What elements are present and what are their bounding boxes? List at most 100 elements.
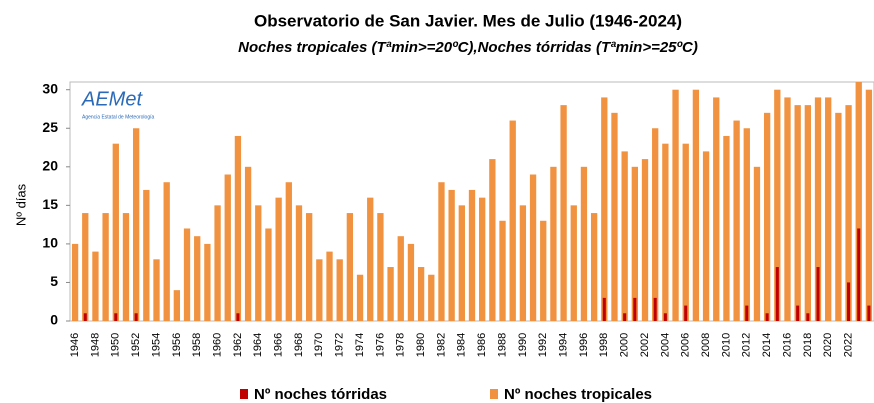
bar <box>183 228 191 321</box>
bar <box>847 282 851 321</box>
y-tick-label: 25 <box>42 119 58 135</box>
bar <box>794 105 801 322</box>
bar <box>702 151 710 321</box>
x-tick-label: 1980 <box>415 333 427 357</box>
bar <box>428 274 435 321</box>
bar <box>684 305 688 321</box>
x-tick-label: 1956 <box>171 333 183 357</box>
bar <box>825 97 832 321</box>
bar <box>775 267 779 321</box>
x-tick-label: 2012 <box>741 333 753 357</box>
bar <box>865 89 873 321</box>
bar <box>784 97 791 321</box>
x-tick-label: 1982 <box>435 333 447 357</box>
bar <box>845 105 852 322</box>
bar <box>143 189 150 321</box>
bar <box>857 228 861 321</box>
bar <box>204 243 211 321</box>
bar <box>692 89 700 321</box>
bar <box>806 313 810 321</box>
y-tick-label: 5 <box>50 273 58 289</box>
logo: AEMet <box>81 88 143 110</box>
bar <box>194 236 201 321</box>
bar <box>590 213 598 321</box>
x-tick-label: 1968 <box>293 333 305 357</box>
bar <box>377 213 384 321</box>
bar <box>765 313 769 321</box>
x-tick-label: 1994 <box>558 333 570 357</box>
bar <box>662 143 669 321</box>
bar <box>438 182 445 321</box>
x-tick-label: 2016 <box>781 333 793 357</box>
bar <box>356 274 364 321</box>
bar <box>114 313 118 321</box>
bar <box>682 143 689 321</box>
bar <box>346 213 354 321</box>
x-tick-label: 2010 <box>720 333 732 357</box>
x-tick-label: 1966 <box>273 333 285 357</box>
x-tick-label: 1996 <box>578 333 590 357</box>
x-tick-label: 2020 <box>822 333 834 357</box>
bar <box>316 259 323 321</box>
bar <box>601 97 608 321</box>
bar <box>468 189 476 321</box>
bar <box>796 305 800 321</box>
bar <box>275 197 282 321</box>
legend-swatch <box>490 389 498 399</box>
y-tick-label: 30 <box>42 80 58 96</box>
x-tick-label: 1998 <box>598 333 610 357</box>
bar <box>753 166 761 321</box>
x-tick-label: 2008 <box>700 333 712 357</box>
x-tick-label: 1990 <box>517 333 529 357</box>
x-tick-label: 1976 <box>374 333 386 357</box>
x-tick-label: 1964 <box>252 333 264 357</box>
x-tick-label: 1974 <box>354 333 366 357</box>
bar <box>867 305 871 321</box>
bar <box>743 128 750 321</box>
y-tick-label: 10 <box>42 235 58 251</box>
bar <box>255 205 262 321</box>
bar <box>102 213 109 321</box>
x-tick-label: 1962 <box>232 333 244 357</box>
bar <box>663 313 667 321</box>
logo-box <box>76 86 156 124</box>
bar <box>611 112 618 321</box>
bar <box>733 120 740 321</box>
y-tick-label: 20 <box>42 158 58 174</box>
x-tick-label: 1952 <box>130 333 142 357</box>
x-tick-label: 1948 <box>89 333 101 357</box>
bar <box>163 182 170 321</box>
x-tick-label: 1960 <box>211 333 223 357</box>
bar <box>816 267 820 321</box>
bar <box>713 97 720 321</box>
bar <box>499 220 506 321</box>
bar <box>387 267 394 321</box>
bar <box>835 112 842 321</box>
bar <box>641 159 649 321</box>
chart-subtitle: Noches tropicales (Tªmin>=20ºC),Noches t… <box>238 39 698 56</box>
bar <box>224 174 231 321</box>
bar <box>529 174 537 321</box>
legend-swatch <box>240 389 248 399</box>
bar <box>631 166 638 321</box>
bar <box>82 213 89 321</box>
x-tick-label: 1984 <box>456 333 468 357</box>
bar <box>623 313 627 321</box>
bar <box>489 159 496 321</box>
bar <box>672 89 679 321</box>
x-tick-label: 1950 <box>110 333 122 357</box>
bar <box>236 313 240 321</box>
bar <box>336 259 343 321</box>
x-tick-label: 2002 <box>639 333 651 357</box>
bar <box>367 197 374 321</box>
legend-label: Nº noches tropicales <box>504 386 652 403</box>
x-tick-label: 2014 <box>761 333 773 357</box>
bar <box>295 205 303 321</box>
bar <box>745 305 749 321</box>
bar <box>285 182 292 321</box>
x-tick-label: 1986 <box>476 333 488 357</box>
x-tick-label: 2022 <box>842 333 854 357</box>
x-tick-label: 1972 <box>334 333 346 357</box>
bar <box>112 143 119 321</box>
